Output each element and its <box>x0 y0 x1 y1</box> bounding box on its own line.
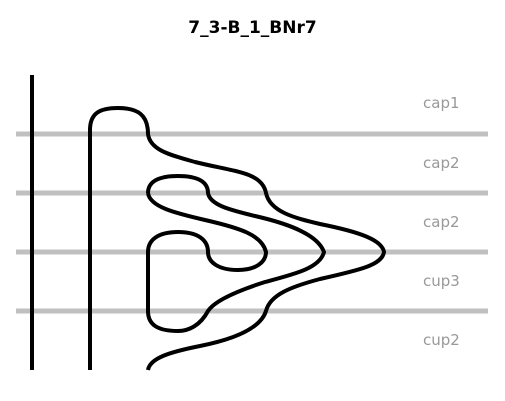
level-label: cap2 <box>423 213 460 231</box>
strand <box>88 106 386 371</box>
level-label: cup3 <box>423 272 460 290</box>
level-label: cap1 <box>423 94 460 112</box>
strands <box>30 75 386 371</box>
level-label: cup2 <box>423 331 460 349</box>
strand <box>146 174 326 333</box>
level-lines <box>16 131 488 314</box>
level-label: cap2 <box>423 154 460 172</box>
level-labels: cap1 cap2 cap2 cup3 cup2 <box>423 94 460 349</box>
strand <box>146 192 268 272</box>
diagram-title: 7_3-B_1_BNr7 <box>188 18 317 38</box>
